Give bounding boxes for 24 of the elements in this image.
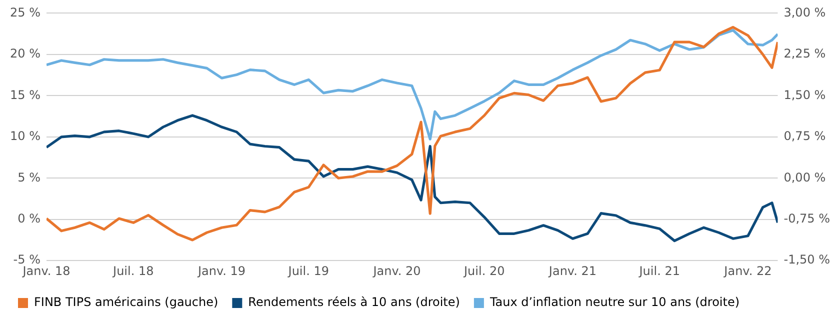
x-tick-label: Janv. 21 (548, 264, 597, 278)
x-tick-label: Juil. 19 (287, 264, 329, 278)
y2-tick-label: 1,50 % (784, 88, 826, 102)
y2-tick-label: 0,00 % (784, 170, 826, 184)
x-tick-label: Juil. 20 (463, 264, 505, 278)
y-tick-label: 0 % (18, 211, 40, 226)
y2-tick-label: 2,25 % (784, 46, 826, 61)
x-tick-label: Janv. 22 (723, 264, 772, 278)
x-tick-label: Juil. 18 (112, 264, 154, 278)
y2-tick-label: -1,50 % (784, 252, 830, 267)
y-tick-label: 20 % (10, 46, 40, 61)
legend-label: Taux d’inflation neutre sur 10 ans (droite) (488, 295, 740, 310)
y-tick-label: 10 % (10, 129, 40, 144)
y-tick-label: 5 % (18, 170, 40, 184)
y2-tick-label: -0,75 % (784, 211, 830, 226)
legend-label: Rendements réels à 10 ans (droite) (248, 295, 460, 310)
x-tick-label: Janv. 20 (372, 264, 421, 278)
x-tick-label: Janv. 19 (196, 264, 246, 278)
y-tick-label: 25 % (10, 5, 40, 20)
y-tick-label: 15 % (10, 88, 40, 102)
y2-tick-label: 0,75 % (784, 129, 826, 144)
legend-label: FINB TIPS américains (gauche) (34, 295, 218, 310)
x-tick-label: Juil. 21 (638, 264, 680, 278)
y2-tick-label: 3,00 % (784, 5, 826, 20)
